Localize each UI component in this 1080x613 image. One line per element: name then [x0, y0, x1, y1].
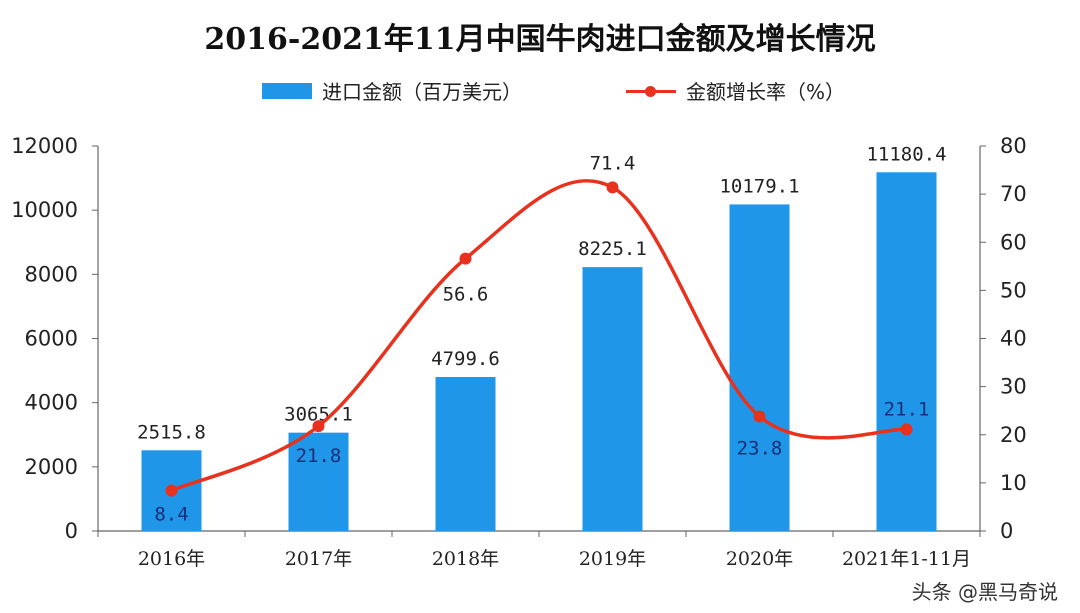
y-left-tick-label: 8000 — [25, 262, 78, 286]
y-left-tick-label: 12000 — [11, 134, 78, 158]
chart-title: 2016-2021年11月中国牛肉进口金额及增长情况 — [204, 22, 876, 57]
legend: 进口金额（百万美元） 金额增长率（%） — [0, 76, 1080, 106]
growth-rate-label: 21.1 — [884, 398, 930, 420]
legend-item-import-amount: 进口金额（百万美元） — [262, 76, 522, 105]
growth-rate-label: 71.4 — [590, 152, 636, 174]
bar-value-label: 11180.4 — [866, 143, 946, 165]
bar — [729, 204, 790, 532]
x-tick-label: 2016年 — [138, 548, 205, 570]
bar-value-label: 10179.1 — [719, 175, 799, 197]
bar-value-label: 2515.8 — [137, 421, 206, 443]
growth-rate-point — [753, 410, 766, 423]
bar — [435, 377, 496, 531]
y-right-tick-label: 40 — [1000, 327, 1027, 351]
growth-rate-label: 21.8 — [296, 445, 342, 467]
bar-value-label: 8225.1 — [578, 238, 647, 260]
legend-label-import-amount: 进口金额（百万美元） — [322, 80, 522, 104]
y-right-tick-label: 20 — [1000, 423, 1027, 447]
x-tick-label: 2020年 — [726, 548, 793, 570]
growth-rate-point — [165, 484, 178, 497]
y-left-tick-label: 0 — [65, 519, 78, 543]
y-right-tick-label: 0 — [1000, 519, 1013, 543]
x-tick-label: 2018年 — [432, 548, 499, 570]
growth-rate-label: 8.4 — [154, 504, 188, 526]
bar-value-label: 4799.6 — [431, 348, 500, 370]
growth-rate-point — [459, 252, 472, 265]
bar — [288, 432, 349, 531]
legend-line-swatch — [626, 83, 676, 99]
y-right-tick-label: 30 — [1000, 375, 1027, 399]
watermark: 头条 @黑马奇说 — [907, 576, 1062, 605]
y-left-tick-label: 4000 — [25, 391, 78, 415]
y-right-tick-label: 60 — [1000, 230, 1027, 254]
y-right-tick-label: 10 — [1000, 471, 1027, 495]
legend-item-growth-rate: 金额增长率（%） — [626, 76, 845, 105]
y-left-tick-label: 2000 — [25, 455, 78, 479]
growth-rate-label: 56.6 — [443, 284, 489, 306]
x-tick-label: 2021年1-11月 — [842, 548, 971, 570]
bar — [582, 267, 643, 531]
y-right-tick-label: 50 — [1000, 278, 1027, 302]
growth-rate-line — [170, 179, 907, 493]
x-tick-label: 2019年 — [579, 548, 646, 570]
y-left-tick-label: 10000 — [11, 198, 78, 222]
growth-rate-point — [312, 420, 325, 433]
y-right-tick-label: 70 — [1000, 182, 1027, 206]
x-tick-label: 2017年 — [285, 548, 352, 570]
growth-rate-label: 23.8 — [737, 437, 783, 459]
growth-rate-point — [606, 181, 619, 194]
y-right-tick-label: 80 — [1000, 134, 1027, 158]
legend-label-growth-rate: 金额增长率（%） — [686, 80, 846, 104]
legend-bar-swatch — [262, 82, 312, 99]
bar — [876, 172, 937, 531]
growth-rate-point — [900, 423, 913, 436]
y-left-tick-label: 6000 — [25, 327, 78, 351]
